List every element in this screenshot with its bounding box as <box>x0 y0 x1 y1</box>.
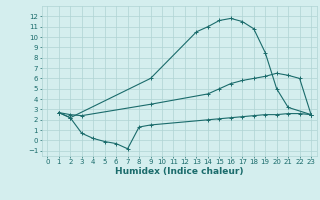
X-axis label: Humidex (Indice chaleur): Humidex (Indice chaleur) <box>115 167 244 176</box>
